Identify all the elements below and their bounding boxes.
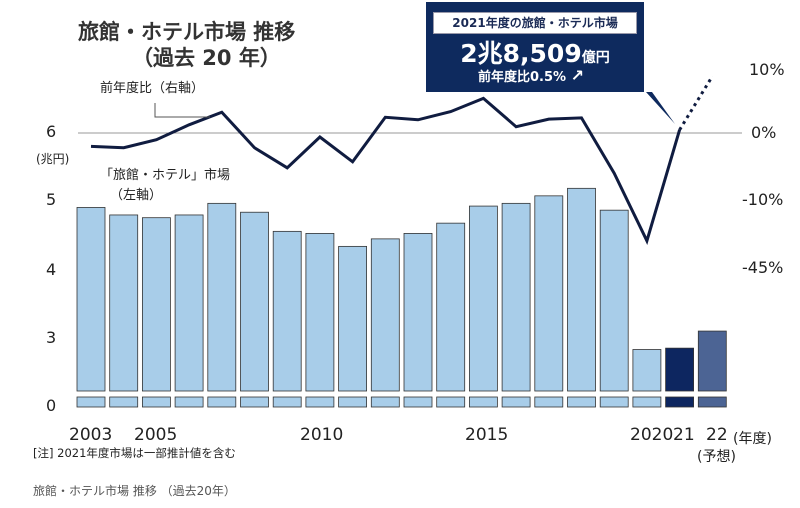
bar-2005 [141, 217, 171, 392]
bar-stub-2007 [207, 396, 237, 408]
bar-series-label-axis: （左軸） [110, 188, 163, 203]
x-tick-2020: 2020 [630, 425, 674, 445]
bar-stub-2016 [501, 396, 531, 408]
bar-2004 [109, 214, 139, 392]
bar-2008 [240, 211, 269, 392]
bar-stub-2015 [468, 396, 498, 408]
x-tick-21: 21 [673, 425, 695, 445]
callout-yoy: 前年度比0.5% ↗ [478, 66, 584, 85]
bar-stub-2022 [697, 396, 727, 408]
forecast-label: (予想) [697, 449, 736, 465]
bar-stub-2004 [109, 396, 139, 408]
bar-series-label: 「旅館・ホテル」市場 [100, 168, 231, 183]
bar-2019 [599, 209, 629, 392]
bar-2009 [272, 230, 302, 392]
bar-2006 [174, 214, 204, 392]
bar-2017 [534, 195, 564, 392]
bar-stub-2009 [272, 396, 302, 408]
x-tick-22: 22 [706, 425, 728, 445]
chart-title: 旅館・ホテル市場 推移 [78, 20, 296, 44]
bar-2012 [370, 238, 400, 392]
left-tick-4: 4 [46, 260, 57, 279]
bar-2014 [436, 222, 466, 392]
chart-subtitle: （過去 20 年） [132, 46, 281, 70]
x-tick-2003: 2003 [69, 425, 113, 445]
bar-stub-2008 [240, 396, 269, 408]
right-tick-10: 10% [749, 60, 785, 79]
bar-2015 [468, 205, 498, 392]
bar-stub-2020 [632, 396, 662, 408]
bar-stub-2013 [403, 396, 433, 408]
bar-stub-2017 [534, 396, 564, 408]
bar-stub-2010 [305, 396, 335, 408]
bar-stub-2021 [665, 396, 694, 408]
bar-2013 [403, 233, 433, 392]
bar-2018 [567, 187, 596, 392]
leader-line [154, 103, 210, 118]
bar-2003 [76, 207, 106, 392]
left-axis-unit: (兆円) [36, 152, 70, 166]
bar-2021 [665, 347, 694, 392]
bar-stub-2005 [141, 396, 171, 408]
right-tick-0: 0% [751, 123, 777, 142]
bar-2010 [305, 233, 335, 392]
right-tick-minus45: -45% [742, 258, 784, 277]
callout-value-main: 2兆8,509 [460, 39, 582, 68]
left-tick-3: 3 [46, 328, 57, 347]
right-tick-minus10: -10% [742, 190, 784, 209]
left-tick-6: 6 [46, 122, 57, 141]
bar-stub-2012 [370, 396, 400, 408]
bar-2020 [632, 349, 662, 392]
line-series-label: 前年度比（右軸） [100, 81, 205, 96]
left-tick-0: 0 [46, 396, 57, 415]
bar-stub-2019 [599, 396, 629, 408]
yoy-line-forecast [678, 75, 714, 131]
bar-2022 [697, 330, 727, 392]
bar-2007 [207, 202, 237, 392]
x-tick-2005: 2005 [134, 425, 178, 445]
bar-stub-2003 [76, 396, 106, 408]
x-axis-unit: (年度) [733, 431, 772, 447]
callout-value-unit: 億円 [581, 50, 610, 66]
callout-header: 2021年度の旅館・ホテル市場 [433, 12, 637, 34]
left-tick-5: 5 [46, 190, 57, 209]
bar-stub-2014 [436, 396, 466, 408]
callout-value: 2兆8,509億円 [426, 34, 644, 70]
bar-2016 [501, 202, 531, 392]
bar-stub-2006 [174, 396, 204, 408]
footnote: [注] 2021年度市場は一部推計値を含む [33, 446, 236, 460]
bar-2011 [338, 245, 368, 392]
bar-stub-2011 [338, 396, 368, 408]
bar-stub-2018 [567, 396, 596, 408]
caption: 旅館・ホテル市場 推移 （過去20年） [33, 484, 236, 498]
up-arrow-icon: ↗ [570, 66, 584, 85]
callout-yoy-label: 前年度比0.5% [478, 70, 567, 85]
x-tick-2015: 2015 [465, 425, 509, 445]
x-tick-2010: 2010 [300, 425, 344, 445]
